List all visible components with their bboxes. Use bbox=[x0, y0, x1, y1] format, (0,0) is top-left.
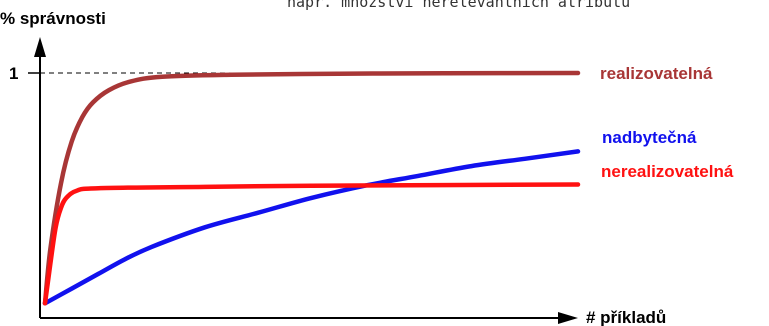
series-2-label: nadbytečná bbox=[602, 128, 697, 147]
top-note: např. množství nerelevantních atributů bbox=[287, 0, 630, 11]
y-axis bbox=[34, 37, 46, 318]
series-3-line bbox=[42, 182, 581, 306]
x-axis-label: # příkladů bbox=[586, 308, 666, 326]
x-axis-arrow-icon bbox=[558, 312, 578, 324]
series-label-layer: realizovatelná nadbytečná nerealizovatelná bbox=[600, 64, 734, 181]
series-layer bbox=[42, 70, 581, 306]
x-axis bbox=[40, 312, 578, 324]
y-tick-label: 1 bbox=[9, 64, 18, 83]
series-2-line bbox=[42, 149, 581, 306]
series-3-label: nerealizovatelná bbox=[601, 162, 734, 181]
y-axis-arrow-icon bbox=[34, 37, 46, 57]
y-axis-label: % správnosti bbox=[0, 9, 106, 28]
series-1-label: realizovatelná bbox=[600, 64, 713, 83]
series-1-line bbox=[42, 70, 581, 306]
